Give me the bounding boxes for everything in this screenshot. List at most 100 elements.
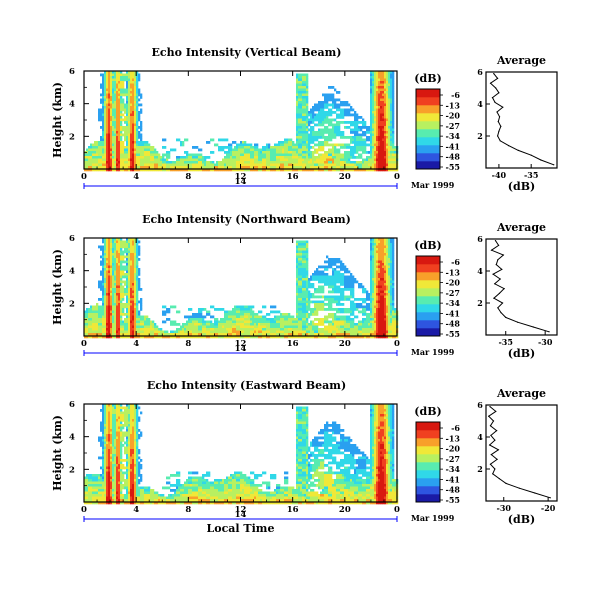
heatmap-cell: [390, 146, 393, 149]
heatmap-cell: [278, 146, 281, 149]
heatmap-cell: [224, 146, 227, 149]
heatmap-cell: [326, 168, 329, 172]
heatmap-cell: [108, 88, 111, 92]
heatmap-cell: [320, 108, 323, 112]
heatmap-cell: [282, 328, 285, 331]
heatmap-cell: [104, 323, 107, 326]
heatmap-cell: [324, 158, 327, 162]
heatmap-cell: [302, 73, 305, 77]
heatmap-cell: [114, 290, 117, 294]
heatmap-cell: [116, 108, 119, 112]
heatmap-cell: [242, 156, 245, 159]
heatmap-cell: [298, 96, 301, 99]
heatmap-cell: [300, 330, 303, 334]
heatmap-cell: [288, 168, 291, 172]
heatmap-cell: [100, 248, 103, 251]
heatmap-cell: [120, 295, 123, 299]
heatmap-cell: [90, 333, 93, 336]
heatmap-cell: [116, 131, 119, 134]
heatmap-cell: [230, 335, 233, 339]
heatmap-cell: [84, 325, 87, 329]
heatmap-cell: [126, 98, 129, 102]
heatmap-cell: [122, 270, 125, 274]
heatmap-cell: [390, 153, 393, 157]
heatmap-cell: [300, 143, 303, 147]
heatmap-cell: [296, 273, 299, 276]
heatmap-cell: [114, 116, 117, 119]
heatmap-cell: [298, 298, 301, 301]
heatmap-cell: [330, 138, 333, 142]
heatmap-cell: [260, 166, 263, 169]
heatmap-cell: [362, 123, 365, 127]
heatmap-cell: [144, 323, 147, 326]
heatmap-cell: [348, 163, 351, 167]
heatmap-cell: [390, 91, 393, 94]
heatmap-cell: [232, 333, 235, 336]
heatmap-cell: [372, 136, 375, 139]
heatmap-cell: [126, 163, 129, 167]
heatmap-cell: [306, 318, 309, 321]
heatmap-cell: [282, 318, 285, 321]
heatmap-cell: [384, 91, 387, 94]
heatmap-cell: [236, 163, 239, 167]
heatmap-cell: [116, 96, 119, 99]
heatmap-cell: [334, 101, 337, 104]
heatmap-cell: [390, 143, 393, 147]
heatmap-cell: [104, 330, 107, 334]
heatmap-cell: [292, 161, 295, 164]
heatmap-cell: [314, 275, 317, 279]
heatmap-cell: [350, 123, 353, 127]
heatmap-cell: [100, 330, 103, 334]
heatmap-cell: [266, 168, 269, 172]
heatmap-cell: [330, 148, 333, 152]
heatmap-cell: [100, 151, 103, 154]
heatmap-cell: [102, 265, 105, 269]
heatmap-cell: [232, 168, 235, 172]
heatmap-cell: [294, 148, 297, 152]
heatmap-cell: [136, 146, 139, 149]
heatmap-cell: [106, 93, 109, 97]
heatmap-cell: [296, 93, 299, 97]
heatmap-cell: [134, 250, 137, 254]
heatmap-cell: [250, 313, 253, 316]
heatmap-cell: [294, 166, 297, 169]
heatmap-cell: [124, 73, 127, 77]
heatmap-cell: [104, 141, 107, 144]
heatmap-cell: [242, 148, 245, 152]
heatmap-cell: [298, 295, 301, 299]
heatmap-cell: [390, 101, 393, 104]
heatmap-cell: [138, 131, 141, 134]
heatmap-cell: [250, 325, 253, 329]
heatmap-cell: [120, 101, 123, 104]
heatmap-cell: [120, 131, 123, 134]
heatmap-cell: [130, 295, 133, 299]
heatmap-cell: [298, 305, 301, 309]
heatmap-cell: [300, 88, 303, 92]
heatmap-cell: [376, 148, 379, 152]
heatmap-cell: [296, 78, 299, 82]
heatmap-cell: [322, 168, 325, 172]
heatmap-cell: [278, 161, 281, 164]
heatmap-cell: [224, 323, 227, 326]
heatmap-cell: [132, 318, 135, 321]
heatmap-cell: [104, 318, 107, 321]
heatmap-cell: [100, 328, 103, 331]
heatmap-cell: [310, 330, 313, 334]
heatmap-cell: [108, 118, 111, 122]
heatmap-cell: [134, 146, 137, 149]
heatmap-cell: [374, 131, 377, 134]
heatmap-cell: [322, 161, 325, 164]
heatmap-cell: [108, 123, 111, 127]
heatmap-cell: [108, 328, 111, 331]
heatmap-cell: [282, 146, 285, 149]
heatmap-cell: [118, 113, 121, 117]
heatmap-cell: [290, 328, 293, 331]
heatmap-cell: [124, 166, 127, 169]
heatmap-cell: [166, 330, 169, 334]
heatmap-cell: [204, 335, 207, 339]
heatmap-cell: [296, 328, 299, 331]
heatmap-cell: [222, 158, 225, 162]
heatmap-cell: [290, 330, 293, 334]
heatmap-cell: [140, 148, 143, 152]
heatmap-cell: [202, 325, 205, 329]
